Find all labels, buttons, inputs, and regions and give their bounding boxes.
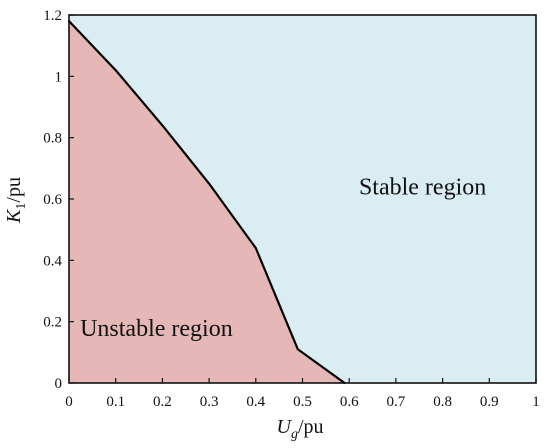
y-tick-label: 0 (55, 376, 63, 392)
x-axis-label-unit: /pu (298, 416, 324, 438)
y-tick-label: 0.4 (43, 253, 62, 269)
x-tick-label: 0 (65, 394, 73, 410)
y-tick-label: 0.2 (43, 315, 62, 331)
unstable-region-area (69, 21, 345, 384)
x-axis-label-main: U (276, 416, 292, 438)
x-tick-label: 0.7 (387, 394, 406, 410)
y-axis-label: K1/pu (3, 177, 29, 224)
y-axis-label-main: K (3, 208, 25, 224)
x-tick-label: 0.9 (480, 394, 499, 410)
x-axis-label: Ug/pu (276, 416, 323, 442)
x-tick-label: 0.6 (340, 394, 359, 410)
y-tick-label: 1.2 (43, 8, 62, 24)
stable-region-label: Stable region (359, 175, 486, 201)
y-axis-label-subscript: 1 (14, 203, 29, 210)
y-tick-label: 0.6 (43, 192, 62, 208)
y-tick-label: 0.8 (43, 131, 62, 147)
x-tick-label: 0.2 (153, 394, 172, 410)
y-axis-ticks: 0 0.2 0.4 0.6 0.8 1 1.2 (43, 8, 74, 392)
unstable-region-label: Unstable region (80, 316, 233, 342)
x-tick-label: 1 (532, 394, 540, 410)
x-tick-label: 0.1 (106, 394, 125, 410)
x-tick-label: 0.5 (293, 394, 312, 410)
x-tick-label: 0.8 (433, 394, 452, 410)
y-tick-label: 1 (55, 69, 63, 85)
x-axis-label-subscript: g (291, 427, 298, 442)
x-tick-label: 0.3 (200, 394, 219, 410)
y-axis-label-unit: /pu (3, 177, 25, 203)
stability-boundary-line (67, 20, 346, 385)
x-axis-ticks: 0 0.1 0.2 0.3 0.4 0.5 0.6 0.7 0.8 0.9 1 (65, 378, 540, 410)
x-tick-label: 0.4 (246, 394, 265, 410)
